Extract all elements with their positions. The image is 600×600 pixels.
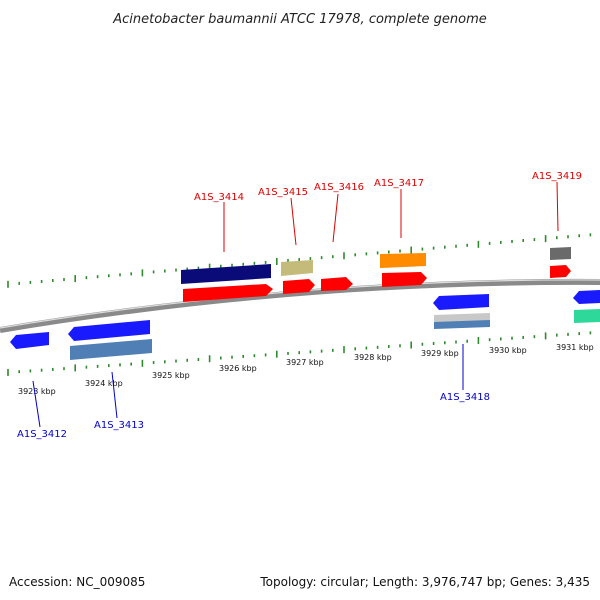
gene-label-a1s-3419[interactable]: A1S_3419 — [532, 171, 582, 182]
gene-label-a1s-3412[interactable]: A1S_3412 — [17, 429, 67, 440]
gene-block-a1s-3415[interactable] — [283, 279, 315, 294]
gene-block-a1s-3412[interactable] — [10, 332, 49, 349]
gene-block-a1s-3416[interactable] — [321, 277, 353, 291]
scale-label: 3927 kbp — [286, 358, 324, 367]
genome-backbone — [0, 278, 600, 333]
accession-text: Accession: NC_009085 — [9, 575, 145, 589]
gene-label-a1s-3418[interactable]: A1S_3418 — [440, 392, 490, 403]
gene-label-a1s-3414[interactable]: A1S_3414 — [194, 192, 244, 203]
gene-label-a1s-3413[interactable]: A1S_3413 — [94, 420, 144, 431]
scale-label: 3930 kbp — [489, 346, 527, 355]
scale-label: 3931 kbp — [556, 343, 594, 352]
gene-block-a1s-3413-steel[interactable] — [70, 339, 152, 360]
scale-labels: 3923 kbp 3924 kbp 3925 kbp 3926 kbp 3927… — [18, 343, 594, 396]
gene-leaders-bottom — [32, 344, 464, 428]
scale-label: 3929 kbp — [421, 349, 459, 358]
scale-label: 3924 kbp — [85, 379, 123, 388]
gene-block-a1s-3418[interactable] — [433, 294, 489, 310]
gene-label-a1s-3417[interactable]: A1S_3417 — [374, 178, 424, 189]
gene-block-a1s-3415-khaki[interactable] — [281, 260, 313, 276]
gene-label-a1s-3415[interactable]: A1S_3415 — [258, 187, 308, 198]
gene-block-a1s-3413[interactable] — [68, 320, 150, 341]
scale-label: 3928 kbp — [354, 353, 392, 362]
topology-summary: Topology: circular; Length: 3,976,747 bp… — [259, 575, 590, 589]
gene-label-a1s-3416[interactable]: A1S_3416 — [314, 182, 364, 193]
scale-label: 3925 kbp — [152, 371, 190, 380]
gene-block-a1s-3414[interactable] — [183, 284, 273, 302]
gene-block-a1s-3419-gray[interactable] — [550, 247, 571, 260]
gene-labels-top: A1S_3414 A1S_3415 A1S_3416 A1S_3417 A1S_… — [194, 171, 582, 203]
page-title: Acinetobacter baumannii ATCC 17978, comp… — [112, 12, 487, 27]
gene-block-a1s-3417-orange[interactable] — [380, 253, 426, 268]
gene-block-a1s-3417[interactable] — [382, 272, 427, 287]
gene-block-a1s-3414-navy[interactable] — [181, 264, 271, 284]
tick-track-lower — [7, 331, 592, 376]
gene-block-a1s-3418-steel[interactable] — [434, 320, 490, 329]
gene-block-a1s-3419[interactable] — [550, 265, 571, 278]
scale-label: 3926 kbp — [219, 364, 257, 373]
tick-track-upper — [7, 233, 592, 288]
gene-block-a1s-3420-mint[interactable] — [574, 309, 600, 323]
gene-labels-bottom: A1S_3412 A1S_3413 A1S_3418 — [17, 392, 490, 440]
scale-label: 3923 kbp — [18, 387, 56, 396]
gene-block-a1s-3420-blue[interactable] — [573, 290, 600, 304]
gene-leaders-top — [223, 181, 559, 252]
